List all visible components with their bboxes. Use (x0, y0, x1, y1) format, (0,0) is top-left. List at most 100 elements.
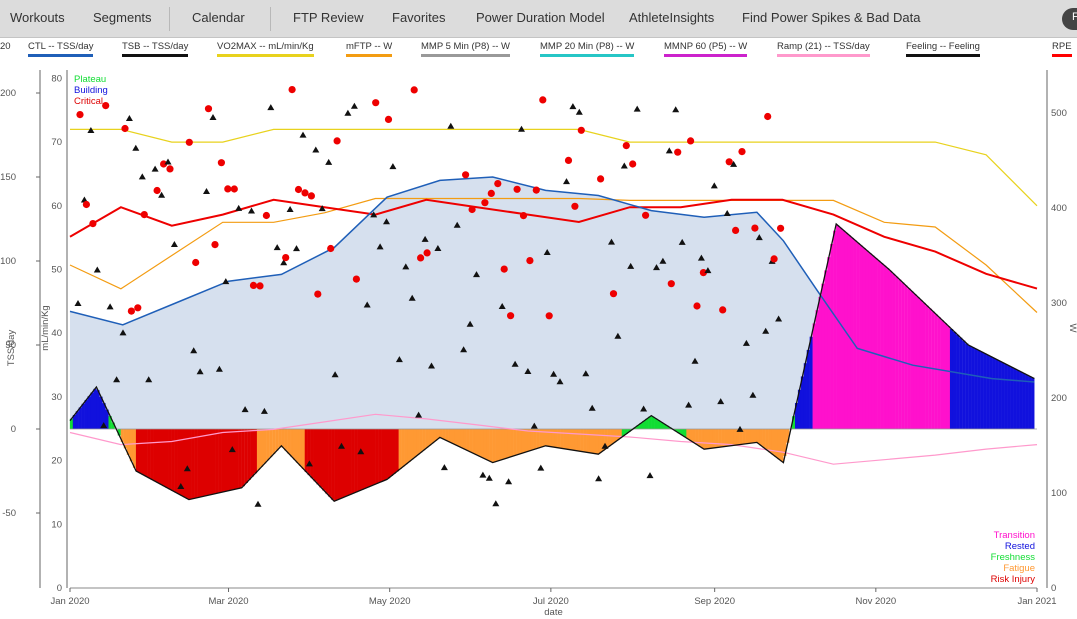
tsb-zone-bar (624, 429, 628, 434)
feeling-marker (717, 398, 725, 405)
feeling-marker (106, 303, 114, 310)
tsb-zone-bar (898, 279, 902, 429)
user-badge[interactable]: F (1062, 8, 1077, 30)
feeling-marker (492, 500, 500, 507)
tab-separator (169, 7, 170, 31)
rpe-marker (462, 171, 470, 179)
legend-mmnp60[interactable]: MMNP 60 (P5) -- W (664, 41, 748, 57)
rpe-marker (301, 189, 309, 197)
tsb-zone-bar (695, 429, 699, 445)
tsb-zone-bar (460, 429, 464, 448)
tab-power-duration-model[interactable]: Power Duration Model (476, 10, 605, 25)
y-tick-tss: 200 (0, 88, 16, 99)
tsb-zone-bar (968, 345, 972, 429)
legend-ramp[interactable]: Ramp (21) -- TSS/day (777, 41, 870, 57)
tab-athlete-insights[interactable]: AthleteInsights (629, 10, 715, 25)
tab-favorites[interactable]: Favorites (392, 10, 446, 25)
tab-ftp-review[interactable]: FTP Review (293, 10, 364, 25)
tsb-zone-bar (144, 429, 148, 477)
feeling-marker (415, 411, 423, 418)
tsb-zone-bar (598, 429, 602, 454)
tsb-zone-bar (507, 429, 511, 458)
rpe-marker (76, 111, 84, 119)
tsb-zone-bar (221, 429, 225, 493)
feeling-marker (646, 472, 654, 479)
y-tick-tss: 0 (11, 424, 16, 435)
tsb-zone-bar (1004, 364, 1008, 429)
tsb-zone-bar (536, 429, 540, 449)
legend-tsb[interactable]: TSB -- TSS/day (122, 41, 189, 57)
tsb-zone-bar (639, 423, 643, 429)
feeling-marker (376, 243, 384, 250)
tab-segments[interactable]: Segments (93, 10, 152, 25)
legend-vo2max[interactable]: VO2MAX -- mL/min/Kg (217, 41, 314, 57)
tsb-zone-bar (910, 291, 914, 429)
fitness-chart[interactable]: -50 0 50 100 150 200 0 10 20 30 40 50 60 70 80 0 100 200 3… (0, 58, 1077, 619)
tsb-zone-bar (986, 354, 990, 429)
y-axis-title-watts: W (1067, 324, 1077, 333)
tsb-zone-bar (310, 429, 314, 479)
tsb-zone-bar (389, 429, 394, 476)
legend-mmp5[interactable]: MMP 5 Min (P8) -- W (421, 41, 511, 57)
tsb-zone-bar (1010, 367, 1014, 429)
tsb-zone-bar (862, 247, 866, 429)
tsb-zone-bar (287, 429, 291, 454)
feeling-marker (177, 483, 185, 489)
tsb-zone-bar (301, 429, 305, 469)
legend-rpe[interactable]: RPE (1052, 41, 1072, 57)
rpe-marker (577, 126, 585, 134)
tsb-zone-bar (998, 361, 1002, 429)
rpe-marker (687, 137, 695, 145)
tsb-zone-bar (989, 356, 993, 429)
feeling-marker (704, 267, 712, 274)
rpe-marker (166, 165, 174, 173)
feeling-marker (363, 301, 371, 308)
feeling-marker (588, 404, 596, 411)
ctl-line (69, 176, 1035, 383)
tsb-zone-bar (610, 429, 614, 445)
feeling-marker (408, 294, 416, 301)
feeling-marker (640, 405, 648, 412)
tsb-zone-bar (742, 429, 746, 445)
rpe-marker (140, 211, 148, 219)
tsb-zone-bar (135, 429, 140, 472)
tsb-zone-bar (839, 227, 843, 429)
rpe-marker (513, 185, 521, 193)
tsb-zone-bar (821, 283, 825, 429)
legend-mmp20[interactable]: MMP 20 Min (P8) -- W (540, 41, 635, 57)
tsb-zone-bar (1025, 374, 1029, 429)
tab-calendar[interactable]: Calendar (192, 10, 245, 25)
tsb-zone-bar (748, 429, 752, 444)
tab-find-power-spikes[interactable]: Find Power Spikes & Bad Data (742, 10, 921, 25)
tsb-zone-bar (334, 429, 338, 501)
zone-legend-item: Transition (994, 530, 1035, 541)
tsb-zone-bar (504, 429, 508, 459)
tsb-zone-bar (703, 429, 708, 449)
tsb-zone-bar (401, 429, 405, 467)
tsb-zone-bar (238, 429, 242, 489)
tsb-zone-bar (642, 420, 646, 429)
tsb-zone-bar (601, 429, 605, 451)
tsb-zone-bar (865, 250, 869, 429)
legend-ctl[interactable]: CTL -- TSS/day (28, 41, 94, 57)
tsb-zone-bar (885, 268, 890, 429)
legend-mftp[interactable]: mFTP -- W (346, 41, 393, 57)
tab-workouts[interactable]: Workouts (10, 10, 65, 25)
tsb-zone-bar (580, 429, 584, 452)
rpe-marker (494, 180, 502, 188)
feeling-marker (563, 178, 570, 185)
rpe-marker (770, 255, 778, 263)
tsb-zone-bar (803, 363, 807, 429)
legend-feeling[interactable]: Feeling -- Feeling (906, 41, 980, 57)
tsb-zone-bar (651, 416, 655, 429)
tsb-zone-bar (304, 429, 308, 472)
feeling-marker (434, 245, 442, 251)
rpe-marker (160, 160, 168, 168)
y-tick-vo2: 30 (51, 392, 62, 403)
rpe-marker (777, 224, 785, 232)
y-tick-vo2: 10 (51, 519, 62, 530)
tsb-zone-bar (874, 258, 878, 429)
rpe-marker (597, 175, 605, 183)
tsb-zone-bar (445, 429, 449, 441)
tsb-zone-bar (102, 403, 106, 429)
